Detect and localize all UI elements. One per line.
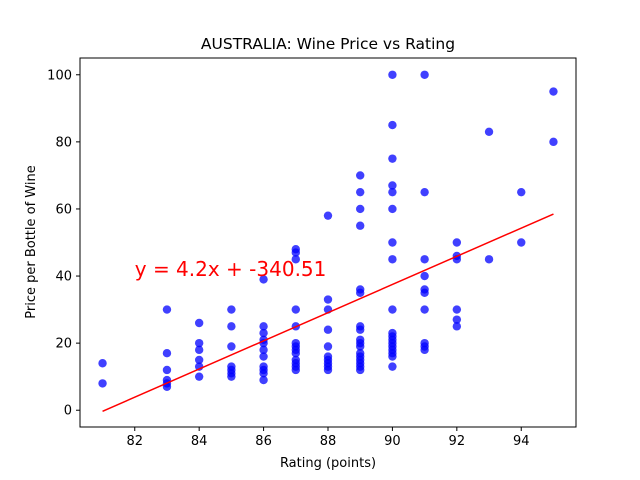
points-layer (98, 70, 558, 391)
data-point (356, 342, 365, 351)
data-point (291, 365, 300, 375)
chart-title: AUSTRALIA: Wine Price vs Rating (201, 35, 455, 53)
regression-line (102, 213, 554, 412)
data-point (227, 372, 236, 381)
data-point (259, 322, 268, 331)
data-point (356, 221, 365, 230)
data-point (227, 342, 236, 351)
y-axis-title: Price per Bottle of Wine (24, 165, 39, 318)
data-point (162, 365, 172, 375)
data-point (356, 325, 365, 334)
data-point (388, 362, 397, 371)
data-point (356, 288, 365, 298)
data-point (420, 345, 429, 355)
data-point (388, 305, 397, 314)
data-point (323, 325, 333, 334)
data-point (388, 204, 397, 214)
data-point (356, 365, 365, 375)
data-point (517, 187, 526, 197)
data-point (323, 295, 333, 304)
data-point (388, 181, 397, 190)
data-point (388, 238, 397, 247)
x-tick-label: 86 (255, 434, 272, 449)
data-point (484, 255, 494, 264)
y-tick-label: 100 (47, 68, 72, 83)
data-point (98, 379, 107, 388)
data-point (420, 70, 429, 79)
data-point (194, 355, 204, 365)
x-tick-label: 92 (449, 434, 466, 449)
x-tick-label: 94 (513, 434, 530, 449)
data-point (356, 187, 365, 197)
data-point (388, 120, 397, 130)
x-tick-label: 84 (191, 434, 208, 449)
data-point (323, 211, 333, 220)
data-point (194, 345, 204, 355)
data-point (259, 275, 268, 284)
data-point (452, 322, 462, 331)
data-point (549, 87, 558, 96)
data-point (259, 352, 268, 361)
data-point (323, 342, 333, 351)
data-point (291, 255, 300, 264)
data-point (452, 315, 462, 324)
x-tick-label: 82 (126, 434, 143, 449)
data-point (420, 271, 429, 281)
data-point (194, 372, 204, 381)
data-point (420, 187, 429, 197)
data-point (323, 365, 333, 375)
x-axis-ticks: 82 84 86 88 90 92 94 (126, 427, 530, 449)
data-point (549, 137, 558, 147)
data-point (194, 338, 204, 348)
data-point (388, 352, 397, 361)
data-point (452, 305, 462, 314)
data-point (356, 204, 365, 214)
data-point (388, 154, 397, 163)
data-point (162, 305, 172, 314)
x-tick-label: 88 (320, 434, 337, 449)
data-point (291, 349, 300, 358)
data-point (259, 345, 268, 355)
x-tick-label: 90 (384, 434, 401, 449)
data-point (356, 171, 365, 180)
data-point (162, 349, 172, 358)
data-point (194, 318, 204, 328)
data-point (452, 238, 462, 247)
y-axis-ticks: 0 20 40 60 80 100 (47, 68, 80, 419)
data-point (227, 305, 236, 314)
data-point (291, 248, 300, 257)
data-point (484, 127, 494, 136)
data-point (98, 359, 107, 368)
data-point (388, 70, 397, 79)
x-axis-title: Rating (points) (280, 456, 376, 471)
data-point (291, 305, 300, 314)
data-point (227, 322, 236, 331)
data-point (388, 255, 397, 264)
data-point (517, 238, 526, 247)
data-point (259, 375, 268, 385)
data-point (420, 255, 429, 264)
data-point (420, 288, 429, 298)
data-point (259, 369, 268, 378)
y-tick-label: 80 (55, 135, 72, 150)
y-tick-label: 60 (55, 202, 72, 217)
y-tick-label: 40 (55, 270, 72, 285)
regression-equation-annotation: y = 4.2x + -340.51 (135, 257, 327, 281)
data-point (259, 328, 268, 338)
data-point (420, 305, 429, 314)
y-tick-label: 0 (64, 404, 72, 419)
data-point (388, 187, 397, 197)
y-tick-label: 20 (55, 337, 72, 352)
regression-line-layer (102, 213, 554, 412)
